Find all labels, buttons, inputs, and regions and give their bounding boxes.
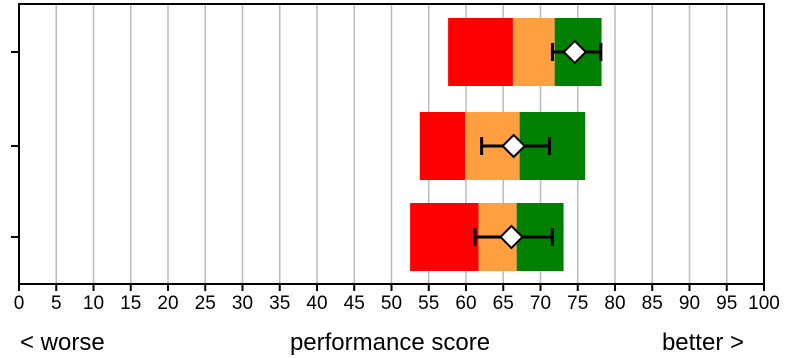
x-tick-label: 90 [679,293,700,314]
x-tick-label: 25 [195,293,216,314]
x-tick-label: 10 [83,293,104,314]
x-ticks: 0 5 10 15 20 25 30 35 40 45 50 55 60 65 70 75 80 85 90 95 10… [14,284,780,314]
x-tick-label: 45 [344,293,365,314]
score-marker [501,133,527,159]
x-tick-label: 85 [642,293,663,314]
x-tick-label: 30 [232,293,253,314]
band-low [448,18,513,86]
x-tick-label: 0 [14,293,25,314]
x-tick-label: 100 [748,293,780,314]
x-tick-label: 35 [269,293,290,314]
score-marker [562,39,588,65]
score-rows [410,18,603,271]
x-tick-label: 40 [306,293,327,314]
y-ticks [11,51,19,238]
x-tick-label: 75 [567,293,588,314]
grid-lines [55,4,728,284]
x-tick-label: 65 [493,293,514,314]
x-tick-label: 55 [418,293,439,314]
score-marker [499,224,524,250]
band-mid [512,18,555,86]
band-low [419,112,466,180]
x-tick-label: 50 [381,293,402,314]
x-tick-label: 20 [157,293,178,314]
score-row [448,18,603,86]
x-tick-label: 60 [455,293,476,314]
x-tick-label: 5 [51,293,62,314]
x-axis-label: performance score [290,329,490,356]
band-low [410,203,479,271]
score-row [410,203,564,271]
left-axis-label: < worse [20,329,105,356]
x-tick-label: 95 [716,293,737,314]
score-row [419,112,586,180]
x-tick-label: 80 [604,293,625,314]
x-tick-label: 15 [120,293,141,314]
x-tick-label: 70 [530,293,551,314]
right-axis-label: better > [662,329,744,356]
